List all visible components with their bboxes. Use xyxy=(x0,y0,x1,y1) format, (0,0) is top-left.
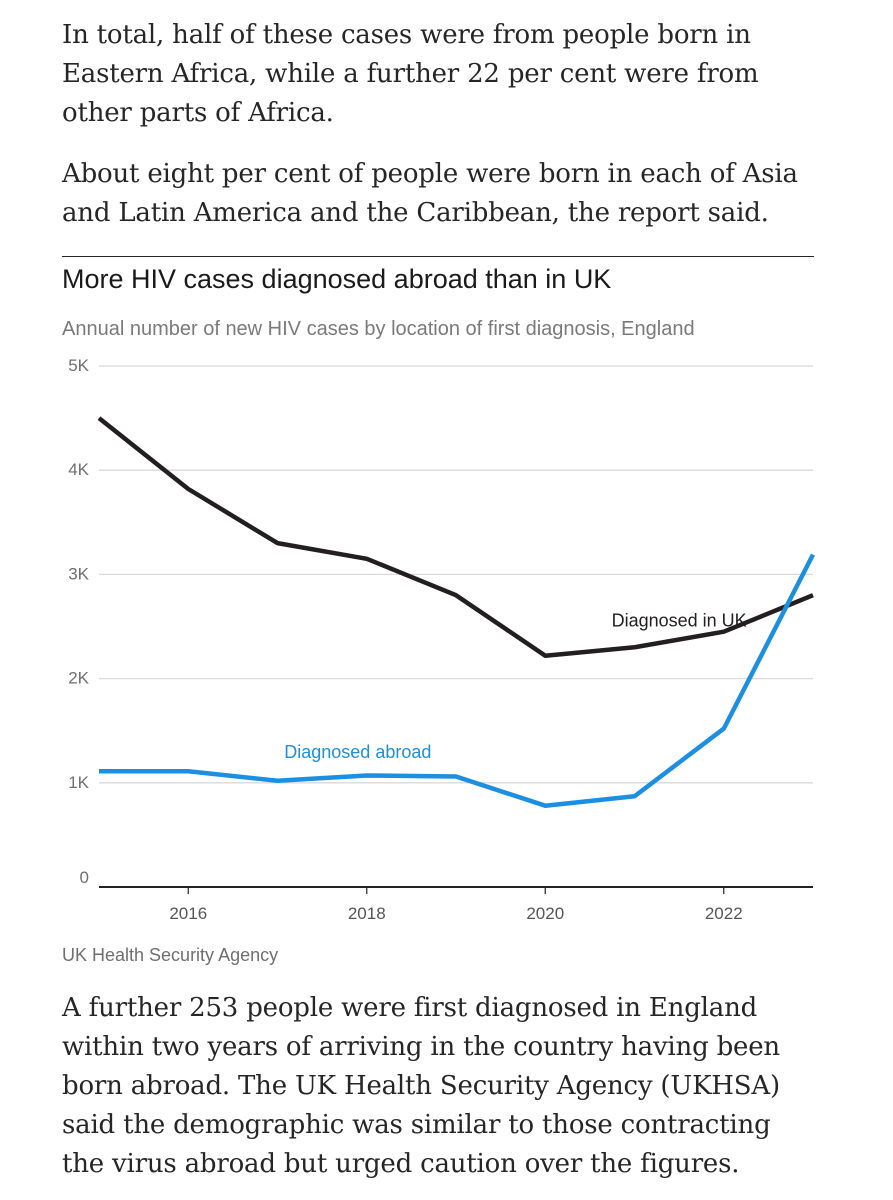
article-paragraph-1: In total, half of these cases were from … xyxy=(62,20,759,128)
y-tick-label: 0 xyxy=(80,868,89,887)
x-tick-label: 2018 xyxy=(348,904,386,923)
article-paragraph-3: A further 253 people were first diagnose… xyxy=(62,993,780,1179)
y-tick-label: 2K xyxy=(68,669,89,688)
chart-subtitle: Annual number of new HIV cases by locati… xyxy=(62,318,695,340)
article-paragraph-2: About eight per cent of people were born… xyxy=(62,159,798,228)
series-labels: Diagnosed in UK Diagnosed abroad xyxy=(284,611,746,762)
y-tick-label: 5K xyxy=(68,356,89,375)
chart-source: UK Health Security Agency xyxy=(62,945,279,965)
series-lines xyxy=(97,416,816,808)
x-tick-label: 2020 xyxy=(526,904,564,923)
y-tick-label: 1K xyxy=(68,773,89,792)
x-tick-label: 2022 xyxy=(705,904,743,923)
series-label: Diagnosed in UK xyxy=(612,611,747,631)
series-line-diagnosed-in-uk xyxy=(97,416,814,658)
y-tick-label: 3K xyxy=(68,564,89,583)
gridlines xyxy=(99,365,813,784)
chart-top-rule xyxy=(62,256,814,257)
series-label: Diagnosed abroad xyxy=(284,742,431,762)
chart-title: More HIV cases diagnosed abroad than in … xyxy=(62,264,612,294)
y-axis-ticks: 0 1K 2K 3K 4K 5K xyxy=(68,356,89,887)
x-axis-ticks: 2016 2018 2020 2022 xyxy=(169,887,743,923)
y-tick-label: 4K xyxy=(68,460,89,479)
x-tick-label: 2016 xyxy=(169,904,207,923)
series-line-diagnosed-abroad xyxy=(99,553,816,808)
